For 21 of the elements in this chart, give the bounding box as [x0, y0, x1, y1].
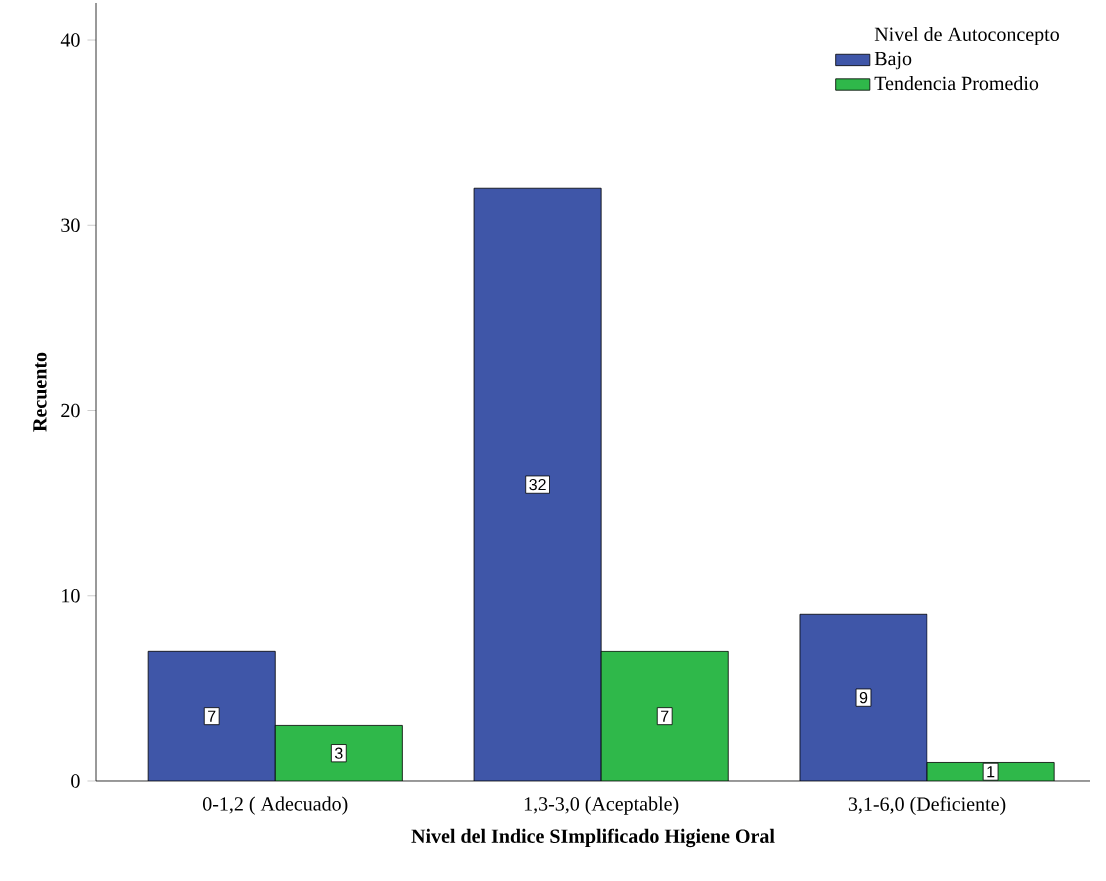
- data-label: 7: [661, 710, 669, 722]
- x-tick-label: 1,3-3,0 (Aceptable): [524, 796, 679, 815]
- y-tick-label: 0: [71, 774, 80, 788]
- data-label: 1: [987, 766, 995, 778]
- y-axis-title: Recuento: [33, 352, 47, 432]
- x-axis-title: Nivel del Indice SImplificado Higiene Oral: [411, 828, 775, 848]
- y-tick-label: 30: [61, 218, 80, 233]
- data-label: 3: [334, 747, 343, 759]
- y-tick-label: 40: [60, 33, 80, 47]
- legend-title: Nivel de Autoconcepto: [874, 26, 1059, 46]
- data-label: 32: [529, 478, 546, 491]
- bar: [275, 725, 403, 781]
- data-label: 7: [208, 710, 216, 722]
- y-tick-label: 10: [62, 589, 80, 603]
- legend-label: Bajo: [874, 51, 912, 70]
- bar: [601, 651, 729, 781]
- legend-label: Tendencia Promedio: [874, 76, 1039, 91]
- x-tick-label: 3,1-6,0 (Deficiente): [848, 796, 1006, 815]
- data-label: 9: [859, 691, 868, 704]
- y-tick-label: 20: [61, 403, 80, 418]
- x-tick-label: 0-1,2 ( Adecuado): [202, 796, 348, 815]
